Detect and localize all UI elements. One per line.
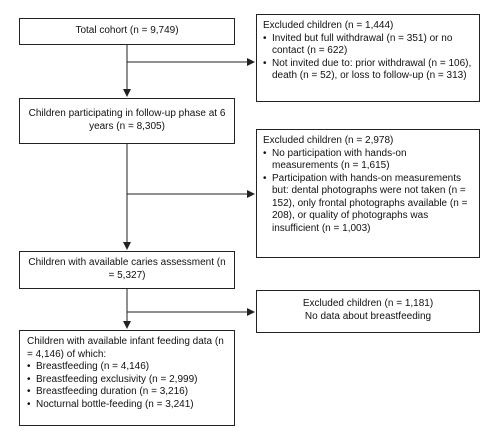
excluded-3-line2: No data about breastfeeding: [304, 310, 432, 322]
excluded-2-title: Excluded children (n = 2,978): [263, 135, 394, 146]
total-cohort-box: Total cohort (n = 9,749): [19, 18, 235, 45]
feeding-item: Breastfeeding (n = 4,146): [27, 361, 227, 374]
followup-text: Children participating in follow-up phas…: [28, 108, 226, 132]
feeding-item: Nocturnal bottle-feeding (n = 3,241): [27, 399, 227, 412]
excluded-2-list: No participation with hands-on measureme…: [263, 148, 473, 236]
caries-box: Children with available caries assessmen…: [19, 251, 235, 289]
excluded-1-item: Not invited due to: prior withdrawal (n …: [263, 58, 473, 83]
feeding-list: Breastfeeding (n = 4,146) Breastfeeding …: [27, 361, 227, 411]
feeding-item: Breastfeeding duration (n = 3,216): [27, 386, 227, 399]
excluded-3-line1: Excluded children (n = 1,181): [302, 298, 434, 309]
excluded-1-item: Invited but full withdrawal (n = 351) or…: [263, 33, 473, 58]
excluded-1-list: Invited but full withdrawal (n = 351) or…: [263, 33, 473, 83]
caries-text: Children with available caries assessmen…: [28, 257, 226, 281]
feeding-item: Breastfeeding exclusivity (n = 2,999): [27, 374, 227, 387]
excluded-box-2: Excluded children (n = 2,978) No partici…: [256, 129, 480, 258]
total-cohort-text: Total cohort (n = 9,749): [75, 25, 179, 36]
excluded-2-item: No participation with hands-on measureme…: [263, 148, 473, 173]
excluded-2-item: Participation with hands-on measurements…: [263, 173, 473, 236]
excluded-1-title: Excluded children (n = 1,444): [263, 20, 394, 31]
feeding-box: Children with available infant feeding d…: [19, 330, 235, 426]
excluded-box-3: Excluded children (n = 1,181) No data ab…: [256, 290, 480, 333]
excluded-box-1: Excluded children (n = 1,444) Invited bu…: [256, 14, 480, 102]
followup-box: Children participating in follow-up phas…: [19, 98, 235, 144]
feeding-title: Children with available infant feeding d…: [27, 336, 224, 360]
